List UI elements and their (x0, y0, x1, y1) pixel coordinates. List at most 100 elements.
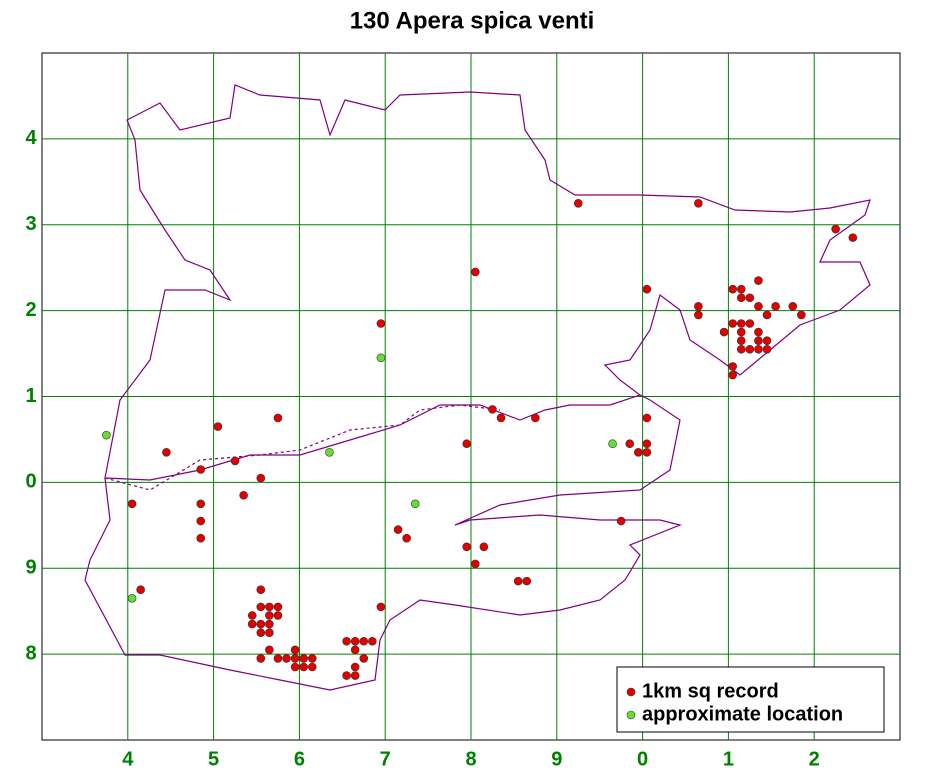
record-dot (754, 276, 763, 285)
record-dot (736, 293, 746, 303)
record-dot (616, 516, 626, 526)
y-tick-label: 8 (25, 642, 36, 664)
record-dot (402, 533, 411, 543)
record-dot (608, 439, 617, 449)
record-dot (797, 310, 806, 320)
record-dot (462, 542, 472, 552)
record-dot (350, 671, 360, 680)
record-dot (265, 628, 274, 637)
record-dot (359, 636, 369, 646)
record-dot (196, 533, 206, 543)
legend-swatch (626, 687, 636, 697)
points (102, 198, 858, 680)
record-dot (625, 439, 635, 449)
record-dot (162, 448, 171, 457)
y-tick-label: 1 (25, 385, 36, 407)
legend-swatch (626, 710, 636, 720)
record-dot (642, 448, 652, 457)
record-dot (307, 662, 317, 672)
record-dot (290, 654, 300, 663)
record-dot (247, 619, 257, 629)
record-dot (496, 413, 506, 423)
legend-label: approximate location (642, 703, 843, 725)
record-dot (462, 439, 472, 449)
y-tick-label: 9 (25, 557, 36, 579)
record-dot (634, 448, 643, 457)
record-dot (754, 327, 763, 337)
map-title: 130 Apera spica venti (350, 7, 595, 34)
record-dot (745, 344, 755, 354)
record-dot (728, 370, 737, 380)
y-tick-label: 3 (25, 213, 36, 235)
record-dot (256, 585, 266, 595)
record-dot (736, 327, 746, 337)
record-dot (642, 284, 652, 294)
record-dot (350, 645, 360, 655)
record-dot (350, 662, 360, 672)
x-tick-label: 9 (551, 748, 562, 770)
record-dot (762, 344, 772, 354)
record-dot (754, 302, 763, 311)
record-dot (470, 267, 480, 277)
record-dot (127, 594, 137, 603)
x-tick-label: 4 (122, 748, 134, 770)
record-dot (642, 439, 652, 449)
y-tick-label: 2 (25, 299, 36, 321)
record-dot (762, 336, 772, 345)
record-dot (393, 525, 403, 534)
record-dot (754, 344, 763, 354)
record-dot (470, 559, 480, 569)
record-dot (736, 284, 746, 294)
record-dot (368, 636, 377, 646)
record-dot (754, 336, 763, 345)
record-dot (273, 654, 283, 663)
record-dot (256, 628, 266, 637)
record-dot (694, 310, 703, 320)
record-dot (488, 405, 497, 414)
record-dot (762, 310, 772, 320)
record-dot (831, 224, 840, 234)
record-dot (376, 353, 386, 363)
record-dot (788, 302, 798, 311)
record-dot (265, 645, 274, 655)
record-dot (694, 198, 703, 208)
record-dot (694, 302, 703, 311)
record-dot (307, 654, 317, 663)
record-dot (265, 602, 274, 612)
record-dot (196, 516, 206, 526)
record-dot (410, 499, 420, 509)
record-dot (239, 490, 248, 500)
record-dot (479, 542, 489, 552)
record-dot (247, 611, 257, 620)
record-dot (376, 319, 386, 328)
record-dot (256, 473, 266, 483)
x-tick-label: 2 (809, 748, 820, 770)
record-dot (376, 602, 386, 612)
record-dot (273, 602, 283, 612)
legend-label: 1km sq record (642, 680, 779, 702)
record-dot (771, 302, 780, 311)
record-dot (196, 465, 206, 474)
record-dot (513, 576, 523, 586)
record-dot (282, 654, 291, 663)
record-dot (573, 198, 583, 208)
y-tick-label: 0 (25, 471, 36, 493)
x-tick-label: 7 (380, 748, 391, 770)
coastline (84, 84, 871, 691)
record-dot (196, 499, 206, 509)
record-dot (736, 336, 746, 345)
record-dot (531, 413, 540, 423)
record-dot (273, 413, 283, 423)
record-dot (265, 619, 274, 629)
south-coast (84, 394, 682, 691)
record-dot (102, 430, 111, 440)
record-dot (728, 319, 737, 328)
record-dot (719, 327, 729, 337)
x-tick-label: 5 (208, 748, 219, 770)
record-dot (256, 654, 266, 663)
record-dot (342, 636, 351, 646)
record-dot (325, 448, 334, 457)
record-dot (299, 662, 308, 672)
